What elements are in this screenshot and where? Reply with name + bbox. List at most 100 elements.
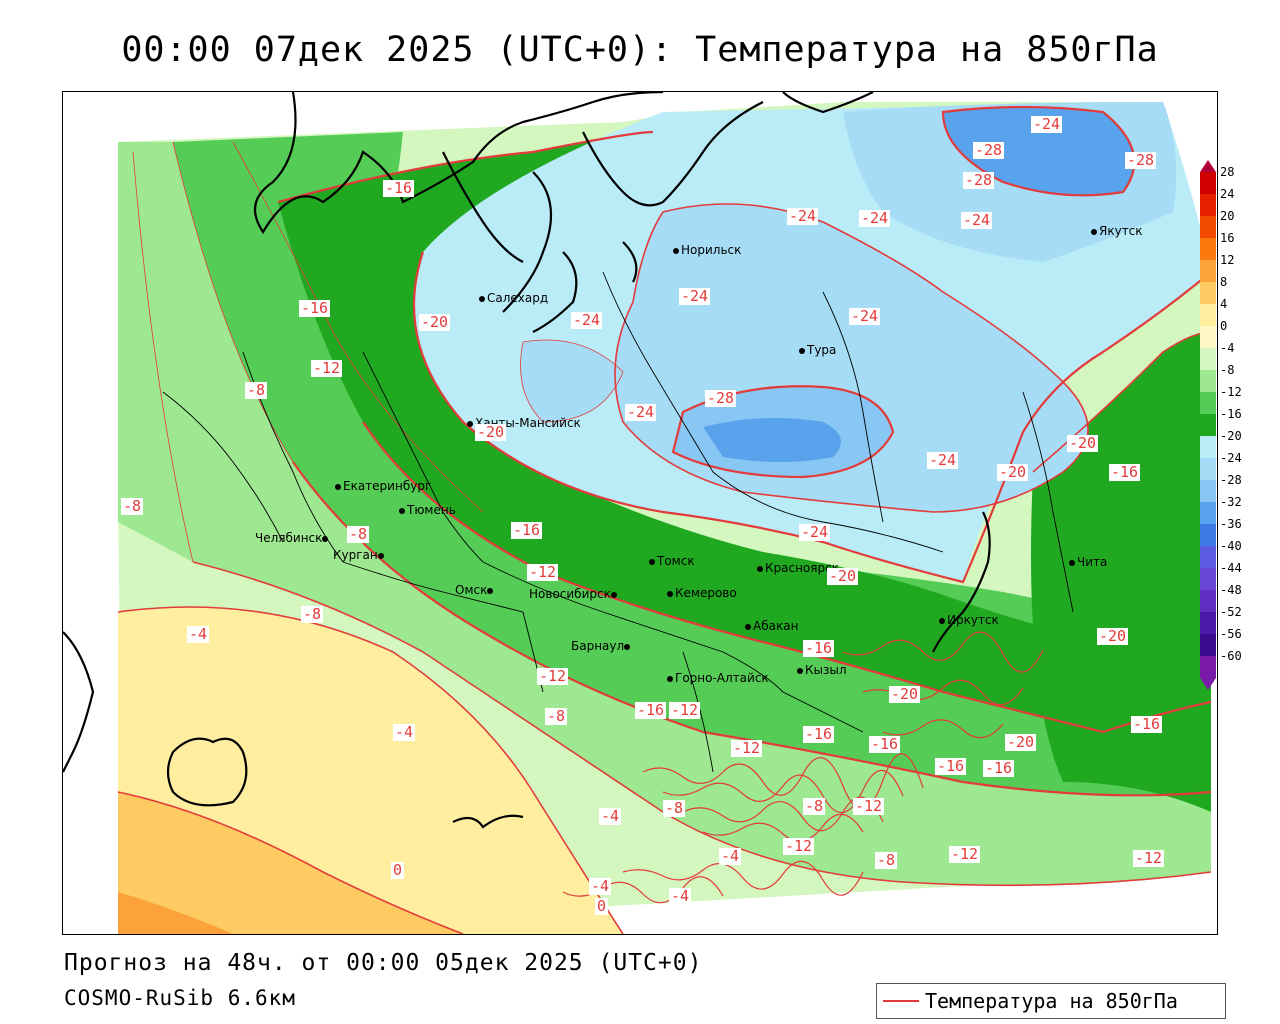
contour-label: -16 <box>299 299 331 317</box>
city-tomsk: Томск <box>649 555 695 567</box>
scale-swatch <box>1200 216 1216 239</box>
scale-swatch <box>1200 172 1216 195</box>
contour-label: -24 <box>849 307 881 325</box>
city-gorno-altaysk: Горно-Алтайск <box>667 672 769 684</box>
contour-label: -24 <box>625 403 657 421</box>
city-marker-icon <box>479 295 485 302</box>
scale-tick-label: 12 <box>1220 253 1235 267</box>
contour-label: -20 <box>889 685 921 703</box>
scale-swatch <box>1200 282 1216 305</box>
city-omsk: Омск <box>455 584 495 596</box>
city-marker-icon <box>335 483 341 490</box>
city-marker-icon <box>624 643 631 650</box>
contour-label: -4 <box>719 847 742 865</box>
color-scale-bar <box>1200 160 1216 690</box>
contour-label: -12 <box>537 667 569 685</box>
contour-label: -16 <box>383 179 415 197</box>
scale-swatch <box>1200 546 1216 569</box>
contour-label: -16 <box>1109 463 1141 481</box>
contour-label: -16 <box>983 759 1015 777</box>
city-marker-icon <box>1069 559 1075 566</box>
scale-swatch <box>1200 634 1216 657</box>
city-marker-icon <box>667 590 673 597</box>
contour-label: -20 <box>419 313 451 331</box>
city-barnaul: Барнаул <box>571 640 632 652</box>
scale-tick-label: 0 <box>1220 319 1228 333</box>
contour-label: -8 <box>875 851 898 869</box>
contour-label: -8 <box>301 605 324 623</box>
scale-swatch <box>1200 414 1216 437</box>
contour-label: -16 <box>869 735 901 753</box>
contour-label: -8 <box>121 497 144 515</box>
scale-swatch <box>1200 194 1216 217</box>
contour-label: -28 <box>963 171 995 189</box>
contour-label: 0 <box>595 897 609 915</box>
city-marker-icon <box>745 623 751 630</box>
scale-swatch <box>1200 458 1216 481</box>
city-marker-icon <box>399 507 405 514</box>
mountain-speckle <box>562 631 1044 904</box>
model-name: COSMO-RuSib 6.6км <box>64 986 296 1010</box>
contour-label: -8 <box>663 799 686 817</box>
scale-swatch <box>1200 590 1216 613</box>
contour-label: -12 <box>527 563 559 581</box>
scale-swatch <box>1200 436 1216 459</box>
scale-arrow-bottom <box>1200 678 1216 690</box>
scale-tick-label: 28 <box>1220 165 1235 179</box>
city-marker-icon <box>322 535 329 542</box>
city-krasnoyarsk: Красноярск <box>757 562 839 574</box>
city-novosibirsk: Новосибирск <box>529 588 619 600</box>
city-tyumen: Тюмень <box>399 504 456 516</box>
scale-swatch <box>1200 348 1216 371</box>
contour-label: -8 <box>245 381 268 399</box>
scale-tick-label: -8 <box>1220 363 1235 377</box>
city-tura: Тура <box>799 344 836 356</box>
cold-core-tura-inner <box>703 418 841 462</box>
city-marker-icon <box>487 587 494 594</box>
scale-tick-label: -36 <box>1220 517 1242 531</box>
scale-tick-label: -52 <box>1220 605 1242 619</box>
contour-label: -4 <box>589 877 612 895</box>
contour-label: -20 <box>475 423 507 441</box>
scale-swatch <box>1200 502 1216 525</box>
contour-label: -28 <box>1125 151 1157 169</box>
city-marker-icon <box>799 347 805 354</box>
scale-tick-label: -4 <box>1220 341 1235 355</box>
cold-zone-nw <box>520 340 623 422</box>
coastlines <box>63 92 991 829</box>
scale-tick-label: 4 <box>1220 297 1228 311</box>
contour-label: -16 <box>511 521 543 539</box>
city-salekhard: Салехард <box>479 292 548 304</box>
temperature-color-scale <box>1198 160 1218 690</box>
contour-label: -12 <box>311 359 343 377</box>
contour-label: -12 <box>731 739 763 757</box>
scale-tick-label: -28 <box>1220 473 1242 487</box>
scale-tick-label: -32 <box>1220 495 1242 509</box>
contour-label: -20 <box>1097 627 1129 645</box>
contour-label: -16 <box>635 701 667 719</box>
scale-tick-label: -60 <box>1220 649 1242 663</box>
scale-swatch <box>1200 480 1216 503</box>
contour-label: -4 <box>669 887 692 905</box>
contour-label: -20 <box>997 463 1029 481</box>
contour-label: -12 <box>853 797 885 815</box>
scale-tick-label: 20 <box>1220 209 1235 223</box>
scale-tick-label: 24 <box>1220 187 1235 201</box>
city-norilsk: Норильск <box>673 244 741 256</box>
scale-swatch <box>1200 392 1216 415</box>
scale-tick-label: -24 <box>1220 451 1242 465</box>
city-chelyabinsk: Челябинск <box>255 532 330 544</box>
scale-swatch <box>1200 656 1216 679</box>
legend-line-swatch <box>883 1000 919 1002</box>
city-irkutsk: Иркутск <box>939 614 999 626</box>
city-yakutsk: Якутск <box>1091 225 1143 237</box>
contour-label: -12 <box>949 845 981 863</box>
city-marker-icon <box>667 675 673 682</box>
contour-label: -20 <box>1067 434 1099 452</box>
scale-swatch <box>1200 260 1216 283</box>
scale-swatch <box>1200 238 1216 261</box>
contour-label: -24 <box>859 209 891 227</box>
scale-swatch <box>1200 304 1216 327</box>
scale-tick-label: -44 <box>1220 561 1242 575</box>
series-legend: Температура на 850гПа <box>876 983 1226 1019</box>
